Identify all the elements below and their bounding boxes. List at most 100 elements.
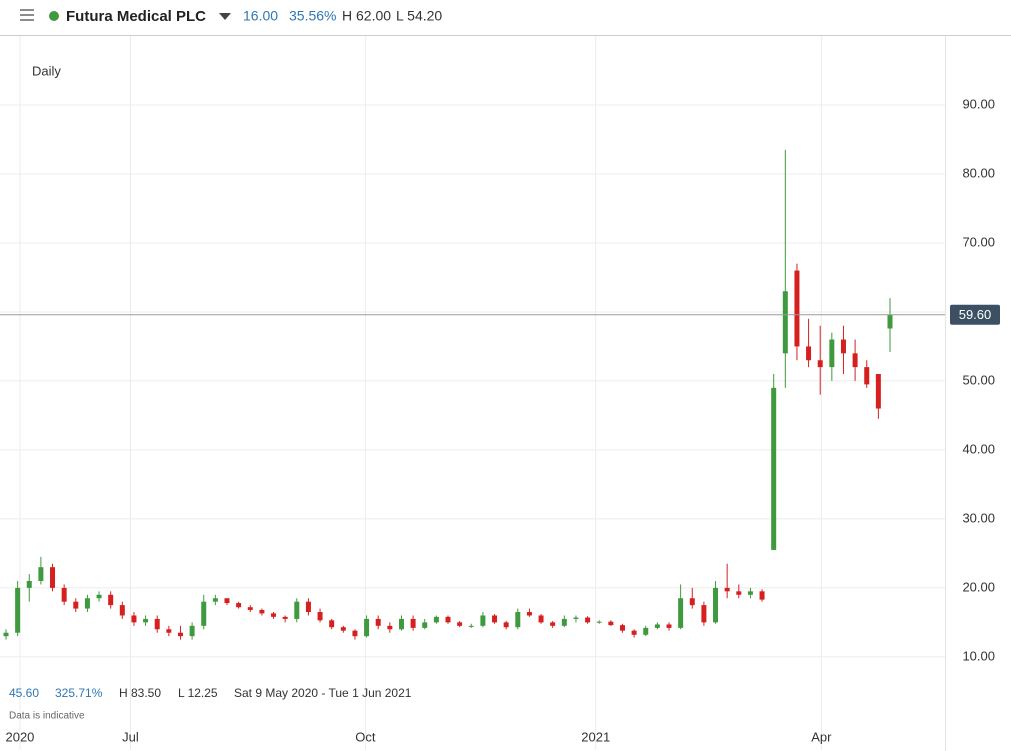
dropdown-arrow[interactable] — [219, 13, 231, 20]
candle-body — [154, 618, 160, 630]
candle-body — [340, 627, 346, 631]
candle-body — [294, 601, 300, 619]
candle-body — [643, 627, 649, 635]
candle-body — [747, 591, 753, 595]
high: H 62.00 — [342, 8, 391, 24]
candle-body — [829, 339, 835, 368]
candle-body — [701, 605, 707, 623]
candle-body — [585, 617, 591, 623]
candle-body — [631, 630, 637, 635]
x-tick-label: Jul — [122, 729, 139, 744]
candle-body — [794, 270, 800, 347]
candle-body — [817, 360, 823, 368]
menu-icon[interactable] — [20, 9, 34, 21]
y-tick-label: 30.00 — [962, 510, 995, 525]
candle-body — [3, 632, 9, 637]
candle-body — [724, 587, 730, 592]
candle-body — [561, 618, 567, 626]
candle-body — [875, 374, 881, 409]
candle-body — [689, 598, 695, 606]
candle-body — [224, 598, 230, 604]
candle-body — [84, 598, 90, 609]
candle-body — [329, 620, 335, 628]
candle-body — [61, 587, 67, 602]
x-tick-label: 2020 — [5, 729, 34, 744]
candle-body — [771, 387, 777, 550]
candle-body — [305, 601, 311, 613]
candle-body — [38, 567, 44, 581]
x-tick-label: Oct — [355, 729, 376, 744]
note: Data is indicative — [9, 711, 85, 722]
candle-body — [398, 618, 404, 630]
last-price-box — [950, 304, 1000, 325]
change: 16.00 — [243, 8, 278, 24]
candle-body — [736, 591, 742, 595]
candle-body — [282, 616, 288, 619]
x-tick-label: Apr — [811, 729, 832, 744]
candle-body — [375, 618, 381, 626]
candle-body — [806, 346, 812, 361]
candle-body — [445, 616, 451, 623]
footer-change-pct: 325.71% — [55, 686, 103, 700]
candle-body — [538, 615, 544, 623]
candle-body — [422, 622, 428, 628]
candle-body — [108, 594, 114, 606]
candle-body — [864, 367, 870, 385]
status-dot — [49, 11, 59, 21]
candle-body — [201, 601, 207, 626]
candle-body — [550, 622, 556, 626]
candle-body — [177, 632, 183, 637]
instrument-name[interactable]: Futura Medical PLC — [66, 8, 206, 25]
interval: Daily — [32, 63, 61, 78]
candle-body — [387, 625, 393, 630]
footer-high: H 83.50 — [119, 686, 161, 700]
candle-body — [433, 616, 439, 623]
footer-low: L 12.25 — [178, 686, 218, 700]
candle-body — [573, 617, 579, 619]
candle-body — [492, 615, 498, 623]
footer-change: 45.60 — [9, 686, 39, 700]
y-tick-label: 10.00 — [962, 648, 995, 663]
candle-body — [26, 580, 32, 588]
candle-body — [96, 594, 102, 599]
candle-body — [526, 612, 532, 616]
candle-body — [654, 624, 660, 628]
candle-body — [317, 612, 323, 621]
candle-body — [887, 314, 893, 329]
y-tick-label: 70.00 — [962, 234, 995, 249]
candle-body — [596, 621, 602, 623]
candle-body — [608, 621, 614, 626]
candle-body — [364, 618, 370, 637]
candle-body — [782, 291, 788, 354]
candle-body — [119, 605, 125, 616]
candle-body — [457, 622, 463, 626]
candle-body — [840, 339, 846, 354]
candle-body — [131, 615, 137, 623]
y-tick-label: 90.00 — [962, 96, 995, 111]
candle-body — [666, 624, 672, 628]
candle-body — [73, 601, 79, 609]
candle-body — [352, 630, 358, 637]
candle-body — [15, 587, 21, 633]
candle-body — [410, 618, 416, 628]
y-tick-label: 20.00 — [962, 579, 995, 594]
y-tick-label: 40.00 — [962, 441, 995, 456]
x-tick-label: 2021 — [581, 729, 610, 744]
candle-body — [143, 618, 149, 623]
candle-body — [189, 625, 195, 637]
candle-body — [480, 615, 486, 626]
candle-body — [50, 567, 56, 588]
last-price-label: 59.60 — [959, 307, 992, 322]
candle-body — [619, 625, 625, 631]
y-tick-label: 80.00 — [962, 165, 995, 180]
y-tick-label: 50.00 — [962, 372, 995, 387]
candle-body — [259, 609, 265, 614]
candle-body — [713, 587, 719, 623]
candle-body — [852, 353, 858, 368]
candle-body — [212, 598, 218, 602]
candle-body — [678, 598, 684, 628]
candle-body — [236, 603, 242, 608]
candle-body — [271, 613, 277, 617]
